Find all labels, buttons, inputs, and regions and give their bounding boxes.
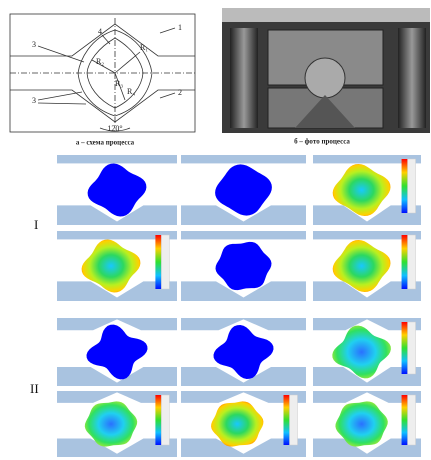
lower-die [10, 90, 195, 122]
workpiece [305, 58, 345, 98]
radius-label: R₁ [140, 43, 148, 52]
leader-line [38, 103, 86, 104]
leader-line [38, 92, 82, 100]
colorbar-frame [161, 235, 169, 289]
spring [230, 28, 258, 128]
photo-caption: б – фото процесса [294, 138, 350, 146]
angle-label: 120° [107, 124, 122, 133]
upper-die [181, 231, 306, 239]
colorbar-frame [408, 395, 416, 445]
upper-die [57, 155, 177, 163]
row-label: I [34, 217, 38, 232]
radius-label: R₂ [96, 57, 104, 66]
radius-label: R₄ [127, 87, 135, 96]
colorbar-frame [408, 322, 416, 374]
process-scheme [10, 14, 195, 132]
colorbar [402, 322, 408, 374]
part-label: 1 [178, 23, 182, 32]
part-label: 3 [32, 40, 36, 49]
colorbar-frame [408, 235, 416, 289]
radius-line [115, 52, 140, 73]
colorbar [402, 159, 408, 213]
colorbar [402, 395, 408, 445]
upper-die [181, 155, 306, 163]
figure: 1 2 3 3 4 R₁ R₂ R₃ R₄ 120° а – схема про… [0, 0, 431, 460]
colorbar [402, 235, 408, 289]
colorbar [155, 395, 161, 445]
simulation-panels [57, 155, 421, 457]
upper-die [10, 24, 195, 56]
spring [398, 28, 426, 128]
radius-label: R₃ [115, 79, 123, 88]
process-photo [222, 8, 430, 133]
leader-line [160, 93, 175, 98]
colorbar [155, 235, 161, 289]
leader-line [160, 28, 175, 33]
leader-line [102, 35, 110, 44]
row-label: II [30, 381, 39, 396]
part-label: 4 [98, 27, 102, 36]
colorbar [284, 395, 290, 445]
colorbar-frame [290, 395, 298, 445]
scheme-caption: а – схема процесса [76, 139, 135, 147]
part-label: 3 [32, 96, 36, 105]
photo-top-plate [222, 8, 430, 22]
part-label: 2 [178, 88, 182, 97]
colorbar-frame [161, 395, 169, 445]
colorbar-frame [408, 159, 416, 213]
leader-line [38, 46, 84, 62]
